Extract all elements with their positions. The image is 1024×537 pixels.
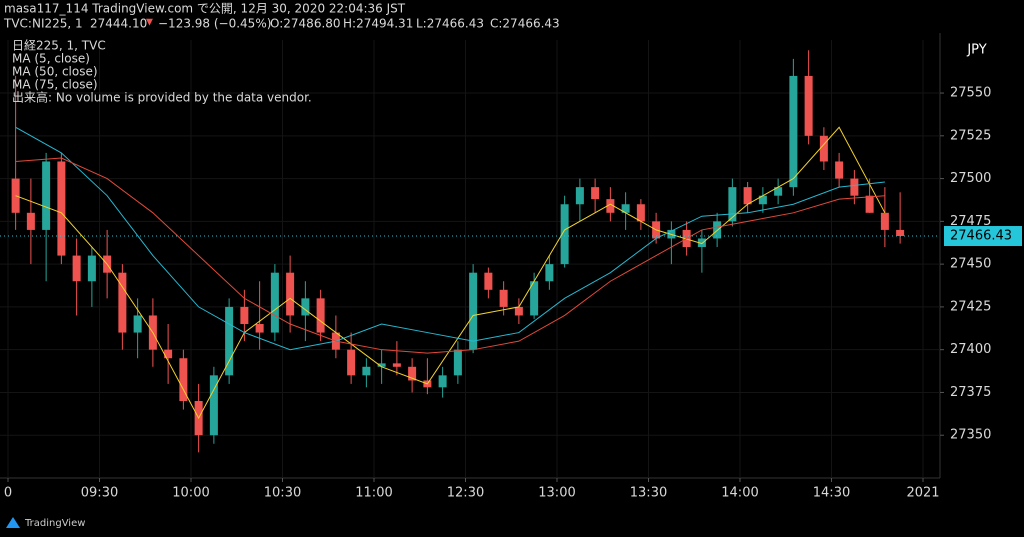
candle-body [26, 212, 35, 230]
currency-box [958, 40, 996, 60]
candle-body [499, 289, 508, 307]
footer [0, 508, 1024, 537]
candle-body [453, 349, 462, 376]
candle-body [209, 375, 218, 436]
x-tick-label: 13:30 [630, 486, 667, 501]
candle-body [880, 212, 889, 230]
candle-body [743, 187, 752, 205]
close: C:27466.43 [490, 17, 560, 31]
logo-icon [6, 517, 20, 528]
candle-body [758, 195, 767, 205]
open: O:27486.80 [270, 17, 341, 31]
candle-body [438, 375, 447, 388]
y-tick-label: 27400 [950, 342, 991, 357]
ma-line [15, 126, 886, 420]
candle-body [560, 204, 569, 265]
candle-body [514, 306, 523, 316]
candle-body [133, 315, 142, 333]
candle-body [377, 363, 386, 367]
candle-body [606, 199, 615, 213]
candle-body [697, 238, 706, 248]
x-tick-label: 12:30 [447, 486, 484, 501]
high: H:27494.31 [343, 17, 413, 31]
candle-body [347, 349, 356, 376]
candle-body [240, 306, 249, 325]
candle-body [42, 161, 51, 230]
candle-body [164, 349, 173, 359]
candle-body [72, 255, 81, 282]
symbol-label: 日経225, 1, TVC [12, 39, 106, 53]
x-tick-label: 13:00 [538, 486, 575, 501]
brand: TradingView [24, 518, 85, 529]
candle-body [896, 229, 905, 237]
legend-entry: MA (5, close) [12, 52, 90, 66]
candle-body [286, 272, 295, 316]
candle-body [484, 272, 493, 290]
ma-line [15, 157, 885, 354]
symbol: TVC:NI225, 1 [3, 17, 83, 31]
candle-body [591, 187, 600, 200]
y-tick-label: 27425 [950, 299, 991, 314]
legend-entry: MA (50, close) [12, 65, 98, 79]
candle-body [774, 187, 783, 196]
candle-body [255, 324, 264, 333]
candle-body [850, 178, 859, 196]
x-tick-label: 2021 [906, 486, 939, 501]
currency: JPY [966, 43, 986, 58]
volume-note: 出来高: No volume is provided by the data v… [12, 90, 312, 105]
candle-body [362, 366, 371, 376]
x-tick-label: 09:30 [81, 486, 118, 501]
x-tick-label: 10:00 [172, 486, 209, 501]
candle-body [789, 75, 798, 188]
y-tick-label: 27375 [950, 385, 991, 400]
plot [0, 40, 940, 478]
y-tick-label: 27475 [950, 214, 991, 229]
candle-body [225, 306, 234, 376]
y-tick-label: 27350 [950, 428, 991, 443]
candle-body [179, 358, 188, 402]
ma-line [15, 126, 885, 351]
candle-body [408, 366, 417, 381]
candle-body [118, 272, 127, 333]
y-tick-label: 27525 [950, 128, 991, 143]
candle-body [87, 255, 96, 282]
x-tick-label: 14:30 [813, 486, 850, 501]
price-tag-label: 27466.43 [950, 229, 1012, 244]
legend-entry: MA (75, close) [12, 78, 98, 92]
candle-body [301, 298, 310, 316]
candle-body [270, 272, 279, 333]
candle-body [621, 204, 630, 213]
last: 27444.10 [90, 17, 147, 31]
y-tick-label: 27450 [950, 257, 991, 272]
x-tick-label: 11:00 [355, 486, 392, 501]
candle-body [728, 187, 737, 222]
x-tick-label: 0 [4, 486, 12, 501]
candle-body [57, 161, 66, 256]
candle-body [804, 75, 813, 136]
candle-body [865, 195, 874, 213]
x-tick-label: 14:00 [721, 486, 758, 501]
candle-body [835, 161, 844, 179]
candle-body [545, 264, 554, 282]
candle-body [392, 363, 401, 367]
price-tag [944, 226, 1022, 247]
y-tick-label: 27500 [950, 171, 991, 186]
candle-body [469, 272, 478, 350]
x-tick-label: 10:30 [264, 486, 301, 501]
change: −123.98 (−0.45%) [158, 17, 271, 31]
candle-body [575, 187, 584, 205]
candle-body [316, 298, 325, 333]
arrow: ▼ [146, 18, 153, 28]
candle-body [530, 281, 539, 316]
low: L:27466.43 [416, 17, 484, 31]
candle-body [819, 135, 828, 162]
candle-body [636, 204, 645, 222]
ohlc-line: TVC:NI225, 1 27444.10 ▼ −123.98 (−0.45%)… [3, 17, 560, 31]
publisher: masa117_114 TradingView.com で公開, 12月 30,… [4, 2, 406, 16]
y-tick-label: 27550 [950, 86, 991, 101]
